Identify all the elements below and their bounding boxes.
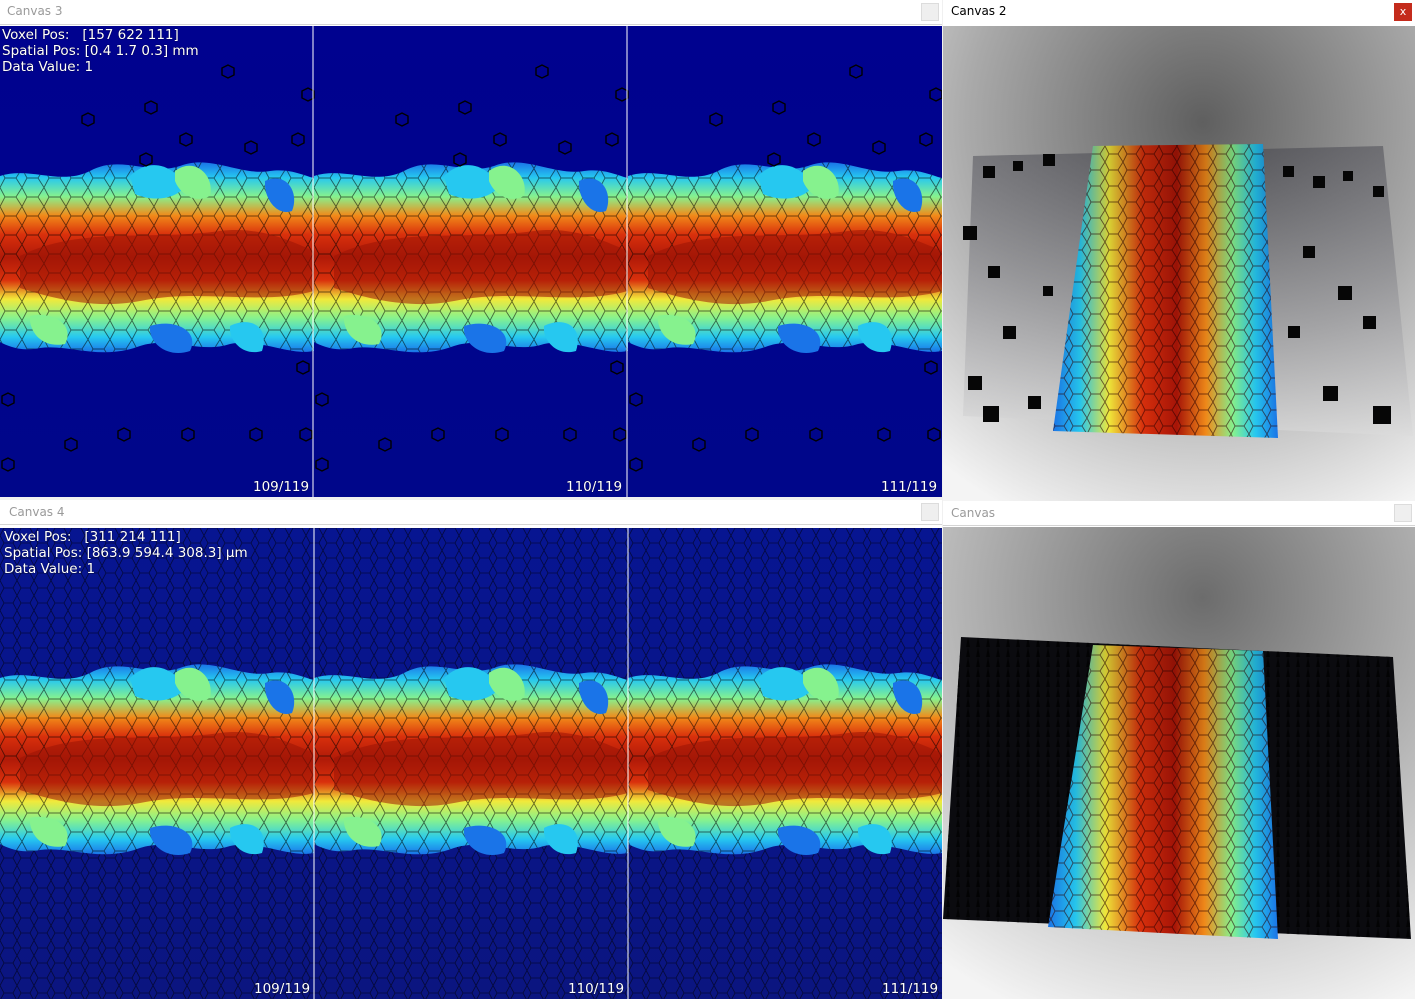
- canvas4-window: Canvas 4: [0, 500, 942, 999]
- canvas-titlebar[interactable]: Canvas: [943, 501, 1415, 526]
- close-icon[interactable]: x: [1394, 3, 1412, 21]
- canvas4-slice-image: [0, 528, 942, 999]
- spatial-pos-value: [863.9 594.4 308.3] µm: [86, 545, 248, 561]
- voxel-pos-value: [157 622 111]: [82, 27, 179, 43]
- data-value-value: 1: [84, 59, 94, 75]
- canvas2-3d-render[interactable]: [943, 26, 1415, 508]
- canvas-volume-image: [943, 527, 1415, 999]
- canvas4-titlebar-button-icon[interactable]: [921, 503, 939, 521]
- slice-index-label: 110/119: [568, 981, 625, 997]
- data-value-value: 1: [86, 561, 96, 577]
- spatial-pos-label: Spatial Pos:: [4, 545, 83, 561]
- canvas3-slice-image: [0, 26, 942, 497]
- slice-index-label: 109/119: [253, 479, 310, 495]
- canvas3-info-overlay: Voxel Pos: [157 622 111] Spatial Pos: [0…: [2, 27, 199, 75]
- canvas2-window: Canvas 2 x: [943, 0, 1415, 508]
- voxel-pos-value: [311 214 111]: [84, 529, 181, 545]
- canvas2-titlebar[interactable]: Canvas 2 x: [943, 0, 1415, 25]
- spatial-pos-label: Spatial Pos:: [2, 43, 81, 59]
- canvas3-slice-viewer[interactable]: Voxel Pos: [157 622 111] Spatial Pos: [0…: [0, 26, 942, 497]
- slice-index-label: 109/119: [254, 981, 311, 997]
- canvas-title: Canvas: [951, 506, 996, 520]
- canvas4-slice-viewer[interactable]: Voxel Pos: [311 214 111] Spatial Pos: [8…: [0, 528, 942, 999]
- spatial-pos-value: [0.4 1.7 0.3] mm: [84, 43, 199, 59]
- canvas2-title: Canvas 2: [951, 4, 1007, 18]
- canvas-window: Canvas: [943, 501, 1415, 999]
- voxel-pos-label: Voxel Pos:: [2, 27, 70, 43]
- canvas-titlebar-button-icon[interactable]: [1394, 504, 1412, 522]
- slice-index-label: 111/119: [882, 981, 939, 997]
- canvas3-titlebar-button-icon[interactable]: [921, 3, 939, 21]
- canvas-3d-render[interactable]: [943, 527, 1415, 999]
- slice-index-label: 111/119: [881, 479, 938, 495]
- data-value-label: Data Value:: [4, 561, 83, 577]
- canvas3-window: Canvas 3: [0, 0, 942, 497]
- data-value-label: Data Value:: [2, 59, 81, 75]
- canvas4-info-overlay: Voxel Pos: [311 214 111] Spatial Pos: [8…: [4, 529, 248, 577]
- canvas2-volume-image: [943, 26, 1415, 508]
- canvas3-titlebar[interactable]: Canvas 3: [0, 0, 942, 25]
- canvas3-title: Canvas 3: [7, 4, 63, 18]
- slice-index-label: 110/119: [566, 479, 623, 495]
- canvas4-title: Canvas 4: [9, 505, 65, 519]
- voxel-pos-label: Voxel Pos:: [4, 529, 72, 545]
- canvas4-titlebar[interactable]: Canvas 4: [0, 500, 942, 525]
